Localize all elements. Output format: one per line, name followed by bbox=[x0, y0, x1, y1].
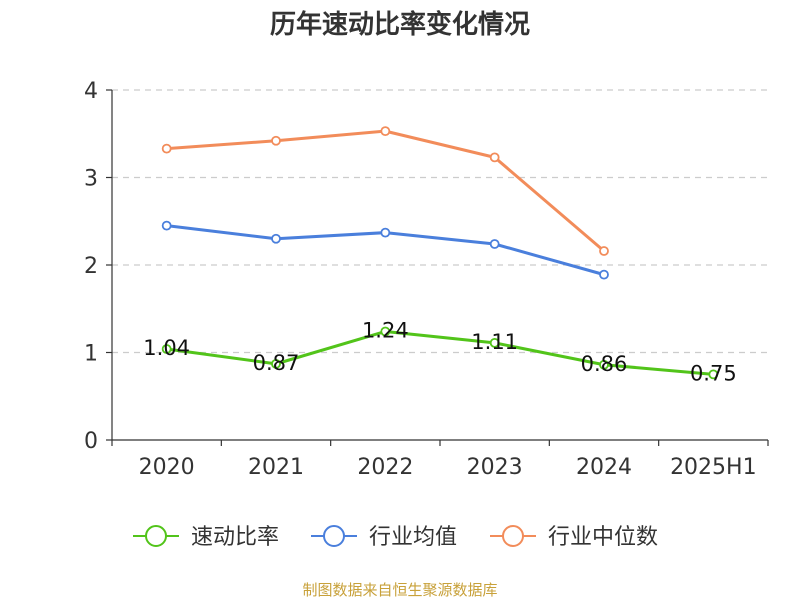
source-note: 制图数据来自恒生聚源数据库 bbox=[302, 581, 497, 599]
series-0: 1.04 0.87 1.24 1.11 0.86 0.75 bbox=[143, 319, 736, 386]
data-label: 1.24 bbox=[362, 319, 409, 343]
y-tick-label: 4 bbox=[84, 79, 98, 104]
axes: 0 1 2 3 4 2020 2021 2022 2023 2024 2025H1 bbox=[84, 79, 769, 480]
legend-label: 行业均值 bbox=[369, 525, 457, 550]
legend-item: 速动比率 bbox=[133, 525, 279, 550]
data-point bbox=[271, 358, 281, 369]
x-tick-label: 2020 bbox=[139, 455, 195, 480]
legend-label: 行业中位数 bbox=[548, 525, 658, 550]
data-label: 1.11 bbox=[471, 330, 518, 354]
series-layer: 1.04 0.87 1.24 1.11 0.86 0.75 bbox=[143, 126, 737, 386]
data-point bbox=[161, 344, 172, 354]
data-point bbox=[271, 233, 281, 244]
x-tick-label: 2023 bbox=[467, 455, 523, 480]
data-label: 0.86 bbox=[581, 352, 628, 376]
y-tick-label: 3 bbox=[84, 167, 98, 192]
data-point bbox=[599, 246, 609, 256]
x-tick-label: 2022 bbox=[357, 455, 413, 480]
legend-swatch-marker bbox=[502, 525, 524, 547]
data-point bbox=[380, 227, 391, 238]
data-point bbox=[489, 152, 500, 163]
legend-swatch-marker bbox=[323, 525, 345, 547]
series-1 bbox=[161, 220, 609, 280]
data-point bbox=[599, 359, 609, 370]
data-point bbox=[489, 337, 500, 348]
y-tick-label: 1 bbox=[84, 342, 98, 367]
chart-title: 历年速动比率变化情况 bbox=[270, 9, 530, 40]
data-label: 0.87 bbox=[253, 351, 300, 375]
grid-lines bbox=[112, 89, 768, 354]
data-point bbox=[161, 220, 172, 231]
data-point bbox=[380, 326, 391, 337]
series-2 bbox=[161, 126, 609, 256]
legend: 速动比率 行业均值 行业中位数 bbox=[133, 525, 658, 550]
legend-swatch-marker bbox=[145, 525, 167, 547]
x-tick-label: 2025H1 bbox=[670, 455, 757, 480]
data-point bbox=[380, 126, 391, 137]
legend-label: 速动比率 bbox=[191, 525, 279, 550]
x-tick-label: 2021 bbox=[248, 455, 304, 480]
data-point bbox=[161, 143, 172, 154]
data-point bbox=[708, 369, 719, 380]
legend-item: 行业均值 bbox=[311, 525, 457, 550]
y-tick-label: 2 bbox=[84, 254, 98, 279]
series-line bbox=[166, 330, 714, 376]
data-label: 1.04 bbox=[143, 336, 190, 360]
data-point bbox=[599, 269, 609, 280]
legend-item: 行业中位数 bbox=[490, 525, 658, 550]
y-tick-label: 0 bbox=[84, 429, 98, 454]
x-tick-label: 2024 bbox=[576, 455, 632, 480]
data-point bbox=[489, 239, 500, 249]
data-label: 0.75 bbox=[690, 361, 737, 385]
data-point bbox=[271, 135, 281, 146]
